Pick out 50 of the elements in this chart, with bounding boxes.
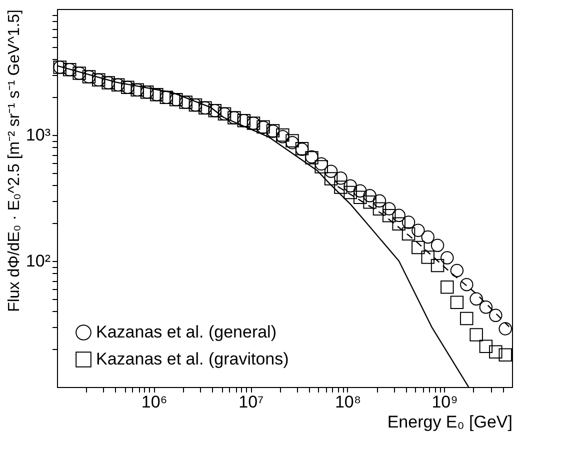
- point: [363, 196, 376, 209]
- point: [460, 312, 474, 326]
- point: [440, 251, 454, 264]
- point: [334, 171, 348, 185]
- point: [412, 240, 425, 254]
- point: [498, 322, 512, 336]
- point: [489, 308, 502, 322]
- point: [314, 157, 328, 170]
- x-axis-title: Energy E₀ [GeV]: [387, 412, 512, 432]
- point: [430, 258, 444, 272]
- point: [440, 280, 454, 294]
- point: [421, 250, 434, 264]
- point: [479, 340, 493, 354]
- point: [334, 180, 348, 194]
- point: [324, 172, 338, 186]
- point: [460, 278, 474, 292]
- point: [353, 190, 367, 204]
- point: [344, 179, 357, 192]
- point: [421, 230, 434, 244]
- point: [470, 292, 483, 306]
- point: [372, 202, 386, 216]
- point: [353, 184, 367, 198]
- y-tick-label: 10³: [26, 126, 51, 144]
- y-tick-label: 10²: [26, 252, 51, 270]
- x-tick-label: 10⁸: [334, 392, 362, 412]
- legend-label: Kazanas et al. (gravitons): [96, 350, 289, 368]
- point: [498, 348, 512, 362]
- legend-label: Kazanas et al. (general): [96, 322, 276, 342]
- point: [470, 328, 483, 342]
- point: [363, 189, 376, 202]
- point: [324, 164, 338, 178]
- point: [382, 209, 396, 222]
- point: [479, 300, 493, 314]
- x-tick-label: 10⁷: [238, 392, 264, 412]
- point: [344, 186, 357, 200]
- x-tick-label: 10⁶: [141, 392, 168, 412]
- point: [372, 194, 386, 208]
- y-axis-title: Flux dΦ/dE₀ · E₀^2.5 [m⁻² sr⁻¹ s⁻¹ GeV^1.5]: [6, 10, 23, 312]
- point: [489, 345, 502, 358]
- point: [450, 264, 464, 278]
- point: [402, 227, 416, 241]
- point: [392, 208, 406, 222]
- point: [382, 202, 396, 216]
- point: [412, 224, 425, 237]
- point: [314, 160, 328, 174]
- point: [392, 217, 406, 231]
- point: [450, 296, 464, 309]
- x-tick-label: 10⁹: [432, 392, 458, 412]
- point: [402, 216, 416, 229]
- point: [430, 238, 444, 252]
